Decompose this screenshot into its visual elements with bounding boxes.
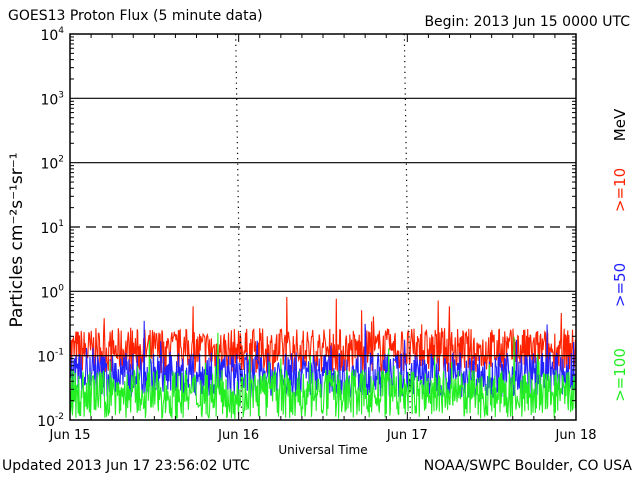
- y-tick-label: 104: [40, 26, 64, 44]
- y-tick-label: 101: [40, 219, 64, 237]
- begin-date: Begin: 2013 Jun 15 0000 UTC: [424, 14, 630, 30]
- legend-series-10: >=10: [611, 167, 629, 213]
- legend-unit-mev: MeV: [611, 108, 629, 142]
- legend-series-50: >=50: [611, 262, 629, 308]
- x-axis-label: Universal Time: [278, 443, 367, 457]
- series-line-100: [69, 332, 577, 420]
- y-tick-label: 10-2: [37, 412, 64, 430]
- legend-series-100: >=100: [611, 348, 629, 402]
- x-tick-label: Jun 16: [217, 428, 259, 443]
- y-tick-label: 10-1: [37, 348, 64, 366]
- x-tick-label: Jun 17: [386, 428, 428, 443]
- y-axis-label: Particles cm⁻²s⁻¹sr⁻¹: [7, 152, 27, 328]
- updated-timestamp: Updated 2013 Jun 17 23:56:02 UTC: [2, 458, 250, 474]
- x-tick-label: Jun 15: [49, 428, 91, 443]
- y-tick-label: 100: [40, 283, 64, 301]
- chart-title: GOES13 Proton Flux (5 minute data): [8, 8, 263, 24]
- x-tick-label: Jun 18: [555, 428, 597, 443]
- y-tick-label: 103: [40, 90, 64, 108]
- y-tick-label: 102: [40, 155, 64, 173]
- plot-frame: [69, 33, 577, 421]
- source-credit: NOAA/SWPC Boulder, CO USA: [423, 458, 632, 474]
- series-line-10: [69, 296, 577, 375]
